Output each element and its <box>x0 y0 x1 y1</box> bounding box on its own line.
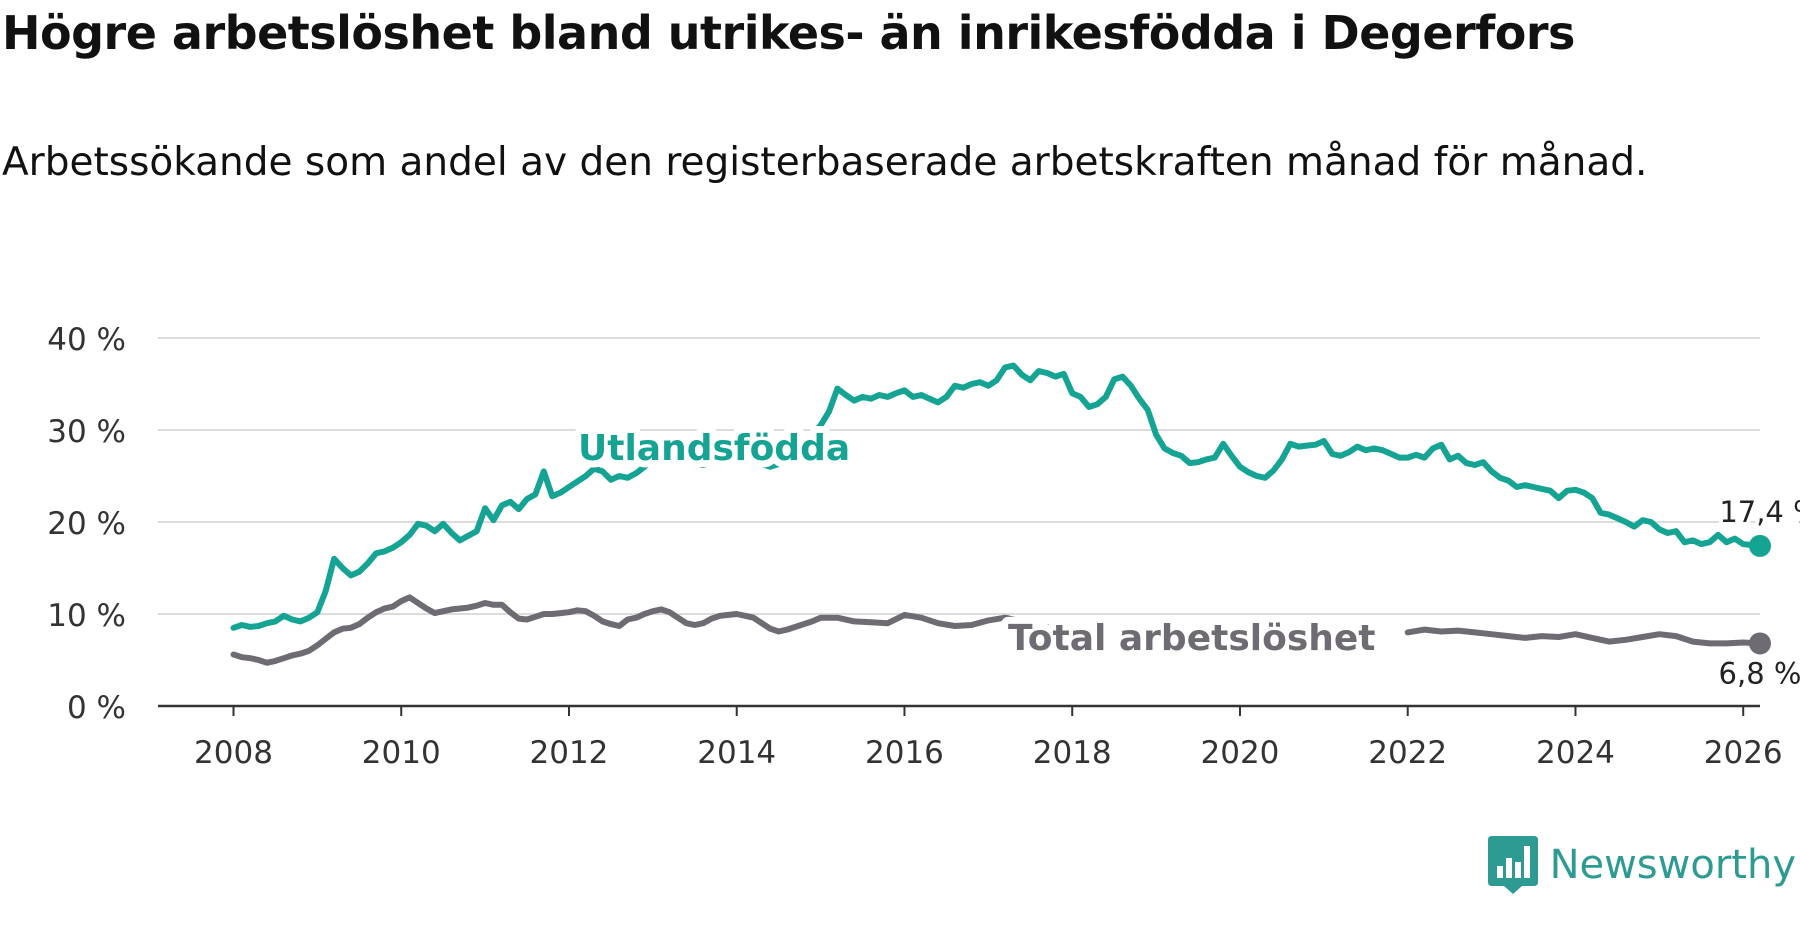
end-value-utlandsfodda: 17,4 % <box>1719 495 1800 529</box>
x-tick-label: 2014 <box>697 735 776 771</box>
y-tick-label: 10 % <box>47 598 126 634</box>
x-tick-label: 2008 <box>194 735 273 771</box>
series-labels: Utlandsfödda Total arbetslöshet 17,4 % 6,8 … <box>571 421 1800 694</box>
x-tick-label: 2018 <box>1033 735 1112 771</box>
x-tick-label: 2016 <box>865 735 944 771</box>
brand: Newsworthy <box>1487 836 1796 894</box>
end-value-total: 6,8 % <box>1719 656 1800 690</box>
series-line-total <box>230 594 1059 666</box>
brand-name: Newsworthy <box>1549 842 1796 888</box>
x-axis-ticks: 2008 2010 2012 2014 2016 2018 2020 2022 2024 2026 <box>194 706 1783 771</box>
y-tick-label: 20 % <box>47 506 126 542</box>
series-line-total <box>1404 626 1763 647</box>
chart-subtitle: Arbetssökande som andel av den registerb… <box>2 140 1648 185</box>
y-axis-ticks: 0 % 10 % 20 % 30 % 40 % <box>47 322 126 726</box>
y-tick-label: 0 % <box>67 690 126 726</box>
chart-title: Högre arbetslöshet bland utrikes- än inr… <box>2 6 1575 60</box>
x-tick-label: 2020 <box>1201 735 1280 771</box>
series-line-utlandsfodda <box>230 362 1763 631</box>
series-label-utlandsfodda: Utlandsfödda <box>578 428 850 469</box>
x-tick-label: 2026 <box>1704 735 1783 771</box>
x-tick-label: 2012 <box>530 735 609 771</box>
series-group <box>230 362 1771 666</box>
series-end-marker <box>1749 632 1771 655</box>
x-tick-label: 2024 <box>1536 735 1615 771</box>
series-end-marker <box>1749 534 1771 557</box>
newsworthy-logo-icon <box>1487 836 1538 894</box>
x-tick-label: 2022 <box>1368 735 1447 771</box>
y-tick-label: 30 % <box>47 414 126 450</box>
x-tick-label: 2010 <box>362 735 441 771</box>
y-tick-label: 40 % <box>47 322 126 358</box>
y-gridlines <box>158 337 1760 708</box>
series-label-total: Total arbetslöshet <box>1008 618 1376 659</box>
